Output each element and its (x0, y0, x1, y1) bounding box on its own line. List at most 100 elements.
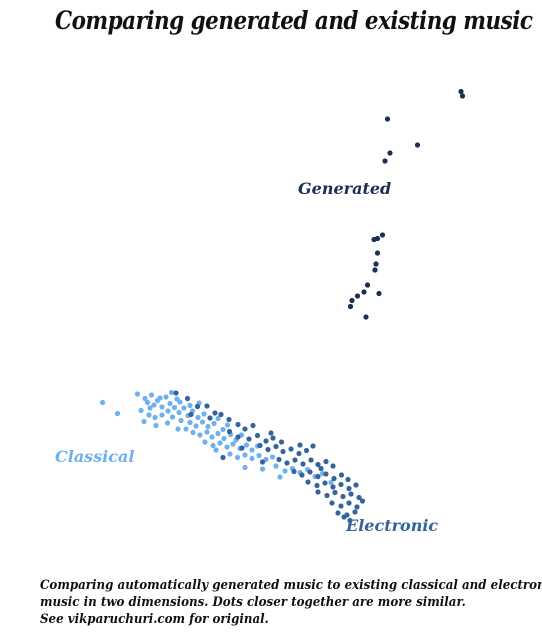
point-electronic-47 (338, 481, 344, 488)
point-electronic-43 (305, 479, 311, 485)
point-electronic-67 (297, 442, 303, 448)
point-classical-71 (157, 395, 163, 401)
point-electronic-59 (354, 504, 360, 510)
point-electronic-23 (288, 446, 294, 452)
point-electronic-54 (348, 491, 354, 497)
label-classical: Classical (55, 447, 134, 466)
point-electronic-28 (284, 460, 290, 466)
point-electronic-68 (268, 430, 274, 436)
caption-line-3: See vikparuchuri.com for original. (40, 611, 269, 626)
point-classical-8 (159, 404, 165, 410)
point-electronic-14 (246, 436, 252, 442)
point-classical-55 (242, 452, 248, 458)
point-classical-33 (224, 422, 231, 428)
point-classical-37 (204, 429, 210, 435)
point-electronic-4 (212, 410, 218, 416)
point-generated-2 (384, 116, 391, 122)
point-electronic-60 (335, 510, 341, 516)
caption-line-2: music in two dimensions. Dots closer tog… (40, 594, 466, 609)
point-electronic-5 (188, 411, 194, 418)
point-electronic-30 (300, 461, 306, 467)
point-electronic-12 (226, 428, 233, 435)
point-classical-44 (202, 439, 208, 445)
point-classical-57 (256, 452, 262, 459)
point-classical-28 (199, 419, 206, 425)
point-generated-18 (363, 314, 369, 320)
point-classical-25 (178, 417, 184, 424)
point-classical-0 (99, 399, 106, 406)
point-classical-76 (141, 418, 147, 425)
point-classical-17 (165, 408, 171, 414)
point-classical-70 (151, 402, 157, 408)
point-electronic-64 (341, 514, 347, 520)
point-electronic-2 (194, 403, 201, 410)
point-electronic-9 (235, 421, 241, 428)
point-classical-26 (187, 419, 193, 426)
point-classical-40 (221, 435, 227, 442)
point-classical-50 (243, 442, 250, 448)
point-electronic-10 (242, 426, 248, 432)
point-classical-2 (134, 391, 141, 397)
point-classical-69 (328, 479, 334, 486)
point-electronic-6 (207, 415, 213, 421)
point-electronic-52 (332, 489, 338, 496)
point-electronic-1 (184, 395, 191, 402)
point-electronic-69 (239, 445, 245, 451)
point-electronic-39 (323, 471, 329, 477)
point-electronic-57 (338, 503, 344, 509)
point-electronic-18 (278, 439, 285, 445)
point-classical-72 (168, 389, 175, 396)
point-electronic-37 (307, 469, 313, 475)
point-classical-39 (215, 430, 221, 437)
point-generated-6 (379, 232, 386, 238)
point-generated-12 (364, 282, 371, 288)
point-electronic-21 (273, 443, 279, 450)
point-classical-6 (147, 405, 153, 411)
points-layer (99, 88, 466, 524)
point-classical-20 (181, 405, 187, 411)
point-electronic-31 (308, 457, 314, 463)
point-electronic-71 (259, 459, 266, 465)
point-electronic-62 (352, 509, 358, 515)
point-electronic-58 (346, 500, 352, 506)
point-generated-9 (374, 250, 381, 256)
point-classical-9 (163, 394, 169, 400)
point-classical-48 (230, 441, 236, 447)
point-electronic-55 (356, 494, 362, 501)
point-generated-15 (354, 293, 361, 299)
point-generated-4 (387, 150, 393, 156)
point-generated-1 (459, 93, 466, 99)
point-electronic-45 (322, 480, 328, 486)
point-classical-4 (144, 399, 151, 406)
point-generated-16 (349, 297, 355, 304)
point-electronic-63 (347, 517, 353, 524)
point-electronic-15 (254, 432, 261, 439)
point-generated-5 (382, 158, 388, 164)
point-electronic-56 (329, 500, 335, 506)
point-electronic-29 (292, 457, 298, 463)
point-electronic-42 (345, 476, 351, 483)
point-generated-8 (371, 236, 377, 243)
point-classical-30 (211, 420, 217, 427)
point-classical-45 (210, 442, 216, 449)
point-classical-16 (159, 412, 165, 418)
point-electronic-20 (265, 446, 271, 453)
point-generated-17 (347, 303, 354, 310)
point-classical-62 (273, 463, 279, 469)
figure-caption: Comparing automatically generated music … (40, 576, 542, 627)
point-electronic-46 (330, 484, 336, 490)
point-classical-5 (148, 392, 155, 398)
point-electronic-7 (218, 411, 224, 418)
point-generated-14 (376, 290, 382, 297)
point-classical-51 (249, 447, 255, 453)
point-generated-0 (458, 88, 464, 95)
point-electronic-3 (204, 403, 210, 409)
point-electronic-33 (323, 458, 329, 465)
series-electronic (173, 390, 366, 524)
point-classical-34 (183, 426, 189, 432)
point-classical-74 (187, 402, 193, 409)
point-classical-15 (152, 414, 158, 421)
point-electronic-50 (315, 489, 321, 495)
point-classical-35 (190, 429, 196, 436)
